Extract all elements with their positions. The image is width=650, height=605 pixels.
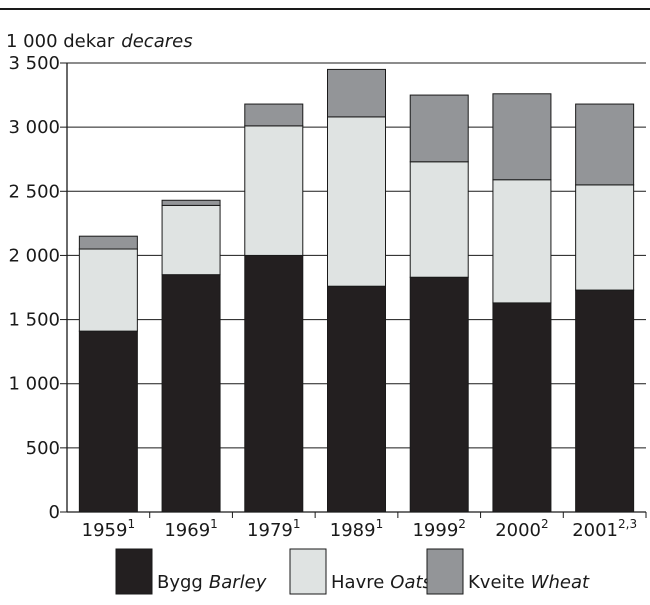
x-tick-labels: 19591 19691 19791 19891 19992 20002 20012,3 [82,512,647,541]
bar-segment-wheat-1999 [409,94,469,163]
legend-label-oats: Havre Oats [331,572,432,593]
bar-segment-wheat-1959 [78,235,138,250]
x-tick-label: 19891 [330,517,383,541]
bar-segment-wheat-1989 [327,68,386,118]
y-tick-label: 2 500 [8,181,60,202]
bar-segment-barley-1979 [244,254,304,513]
bar-segment-oats-1989 [327,116,386,287]
bar-segment-wheat-2000 [492,93,552,181]
y-tick-label: 500 [26,438,60,459]
x-tick-label: 19591 [82,517,135,541]
bar-segment-oats-1999 [409,161,469,278]
y-tick-label: 2 000 [8,245,60,266]
bar-segment-barley-2001 [575,289,635,513]
bars [78,68,635,513]
bar-segment-barley-2000 [492,302,552,513]
bar-segment-wheat-1979 [244,103,304,127]
y-tick-label: 1 500 [8,310,60,331]
bar-segment-barley-1999 [409,276,469,513]
bar-segment-oats-1979 [244,125,304,256]
bar-segment-oats-1969 [161,204,221,276]
x-tick-label: 19791 [247,517,300,541]
axes [66,63,646,513]
legend-label-wheat: Kveite Wheat [468,572,590,593]
y-tick-label: 3 500 [8,53,60,74]
x-tick-label: 20012,3 [572,517,637,541]
y-tick-label: 0 [49,502,60,523]
legend: Bygg Barley Havre Oats Kveite Wheat [115,548,590,595]
bar-segment-oats-2000 [492,179,552,304]
bar-segment-wheat-2001 [575,103,635,186]
legend-swatch-wheat [426,548,464,595]
x-tick-label: 20002 [495,517,548,541]
legend-label-barley: Bygg Barley [157,572,267,593]
legend-swatch-oats [289,548,327,595]
y-tick-labels: 0 500 1 000 1 500 2 000 2 500 3 000 3 500 [8,53,60,523]
legend-swatch-barley [115,548,153,595]
bar-segment-oats-1959 [78,248,138,332]
x-tick-label: 19992 [412,517,465,541]
y-tick-label: 3 000 [8,117,60,138]
x-tick-label: 19691 [164,517,217,541]
bar-segment-oats-2001 [575,184,635,291]
bar-segment-barley-1959 [78,330,138,513]
bar-segment-barley-1989 [327,285,386,513]
bar-segment-barley-1969 [161,274,221,513]
bar-segment-wheat-1969 [161,199,221,206]
y-axis-unit-label: 1 000 dekar decares [6,31,193,52]
y-tick-label: 1 000 [8,374,60,395]
